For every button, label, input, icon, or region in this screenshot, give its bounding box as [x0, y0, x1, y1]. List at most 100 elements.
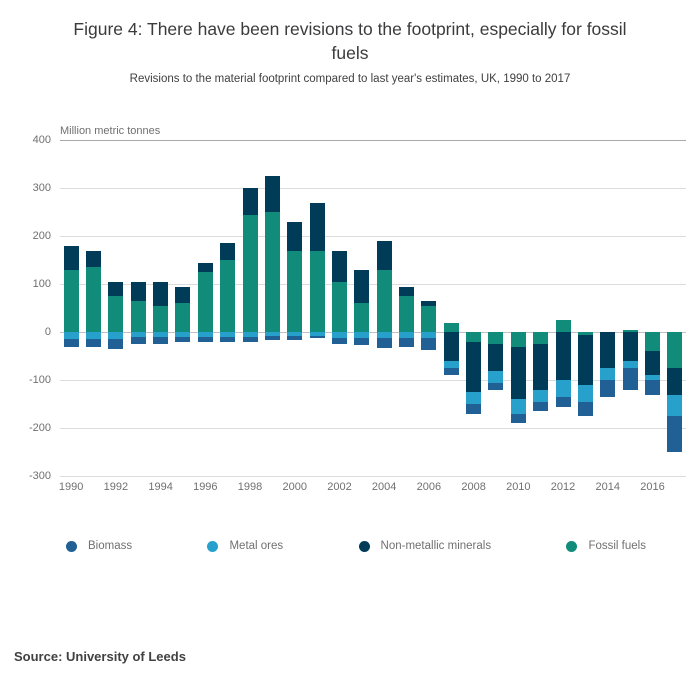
bar-segment[interactable] — [622, 332, 638, 362]
bar-segment[interactable] — [399, 286, 415, 297]
bar-segment[interactable] — [533, 389, 549, 402]
bar-segment[interactable] — [130, 301, 146, 333]
bar-segment[interactable] — [667, 368, 683, 395]
bar-segment[interactable] — [153, 332, 169, 338]
bar-segment[interactable] — [242, 337, 258, 342]
bar-segment[interactable] — [153, 337, 169, 345]
bar-segment[interactable] — [63, 269, 79, 333]
bar-segment[interactable] — [488, 344, 504, 371]
bar-segment[interactable] — [577, 385, 593, 402]
bar-segment[interactable] — [577, 332, 593, 335]
bar-segment[interactable] — [108, 332, 124, 340]
bar-segment[interactable] — [354, 303, 370, 333]
bar-segment[interactable] — [555, 397, 571, 407]
bar-segment[interactable] — [510, 413, 526, 424]
bar-segment[interactable] — [443, 332, 459, 362]
bar-segment[interactable] — [443, 322, 459, 333]
bar-segment[interactable] — [533, 344, 549, 390]
bar-segment[interactable] — [264, 336, 280, 340]
bar-segment[interactable] — [309, 250, 325, 333]
bar-segment[interactable] — [600, 368, 616, 381]
bar-segment[interactable] — [644, 332, 660, 352]
bar-segment[interactable] — [555, 320, 571, 333]
bar-segment[interactable] — [264, 176, 280, 213]
bar-segment[interactable] — [287, 336, 303, 340]
bar-segment[interactable] — [63, 332, 79, 340]
bar-segment[interactable] — [644, 375, 660, 381]
bar-segment[interactable] — [533, 401, 549, 412]
bar-segment[interactable] — [175, 332, 191, 338]
bar-segment[interactable] — [533, 332, 549, 345]
bar-segment[interactable] — [421, 338, 437, 350]
bar-segment[interactable] — [175, 337, 191, 342]
bar-segment[interactable] — [287, 332, 303, 337]
bar-segment[interactable] — [331, 332, 347, 338]
bar-segment[interactable] — [622, 368, 638, 390]
bar-segment[interactable] — [309, 332, 325, 337]
bar-segment[interactable] — [86, 267, 102, 333]
bar-segment[interactable] — [63, 339, 79, 347]
bar-segment[interactable] — [220, 337, 236, 342]
bar-segment[interactable] — [354, 332, 370, 338]
bar-segment[interactable] — [354, 338, 370, 346]
bar-segment[interactable] — [466, 404, 482, 414]
bar-segment[interactable] — [510, 346, 526, 400]
bar-segment[interactable] — [622, 329, 638, 333]
bar-segment[interactable] — [421, 301, 437, 306]
bar-segment[interactable] — [220, 332, 236, 338]
bar-segment[interactable] — [287, 221, 303, 251]
bar-segment[interactable] — [376, 241, 392, 270]
bar-segment[interactable] — [622, 361, 638, 369]
bar-segment[interactable] — [197, 262, 213, 273]
bar-segment[interactable] — [309, 336, 325, 339]
bar-segment[interactable] — [376, 269, 392, 333]
bar-segment[interactable] — [242, 332, 258, 338]
bar-segment[interactable] — [667, 394, 683, 417]
bar-segment[interactable] — [130, 281, 146, 302]
bar-segment[interactable] — [510, 399, 526, 414]
bar-segment[interactable] — [488, 382, 504, 390]
bar-segment[interactable] — [443, 368, 459, 376]
bar-segment[interactable] — [354, 269, 370, 304]
legend-item-fossil-fuels[interactable]: Fossil fuels — [566, 540, 646, 552]
bar-segment[interactable] — [443, 361, 459, 369]
bar-segment[interactable] — [63, 245, 79, 270]
bar-segment[interactable] — [287, 250, 303, 333]
bar-segment[interactable] — [376, 332, 392, 338]
bar-segment[interactable] — [667, 332, 683, 369]
bar-segment[interactable] — [399, 332, 415, 338]
bar-segment[interactable] — [488, 332, 504, 345]
bar-segment[interactable] — [466, 392, 482, 405]
bar-segment[interactable] — [421, 332, 437, 338]
bar-segment[interactable] — [153, 281, 169, 306]
bar-segment[interactable] — [510, 332, 526, 347]
bar-segment[interactable] — [577, 334, 593, 386]
bar-segment[interactable] — [242, 214, 258, 333]
bar-segment[interactable] — [108, 339, 124, 350]
bar-segment[interactable] — [175, 286, 191, 304]
bar-segment[interactable] — [555, 332, 571, 381]
bar-segment[interactable] — [488, 370, 504, 383]
legend-item-metal-ores[interactable]: Metal ores — [207, 540, 283, 552]
bar-segment[interactable] — [376, 338, 392, 348]
bar-segment[interactable] — [309, 202, 325, 251]
bar-segment[interactable] — [644, 351, 660, 376]
bar-segment[interactable] — [600, 380, 616, 398]
bar-segment[interactable] — [264, 212, 280, 333]
bar-segment[interactable] — [86, 332, 102, 340]
bar-segment[interactable] — [153, 305, 169, 333]
bar-segment[interactable] — [130, 337, 146, 345]
bar-segment[interactable] — [331, 281, 347, 333]
bar-segment[interactable] — [555, 380, 571, 398]
bar-segment[interactable] — [399, 338, 415, 347]
bar-segment[interactable] — [197, 272, 213, 333]
bar-segment[interactable] — [466, 341, 482, 393]
bar-segment[interactable] — [197, 332, 213, 338]
bar-segment[interactable] — [421, 305, 437, 333]
bar-segment[interactable] — [600, 332, 616, 369]
bar-segment[interactable] — [86, 250, 102, 268]
bar-segment[interactable] — [264, 332, 280, 337]
bar-segment[interactable] — [242, 188, 258, 215]
bar-segment[interactable] — [667, 416, 683, 453]
bar-segment[interactable] — [331, 250, 347, 282]
